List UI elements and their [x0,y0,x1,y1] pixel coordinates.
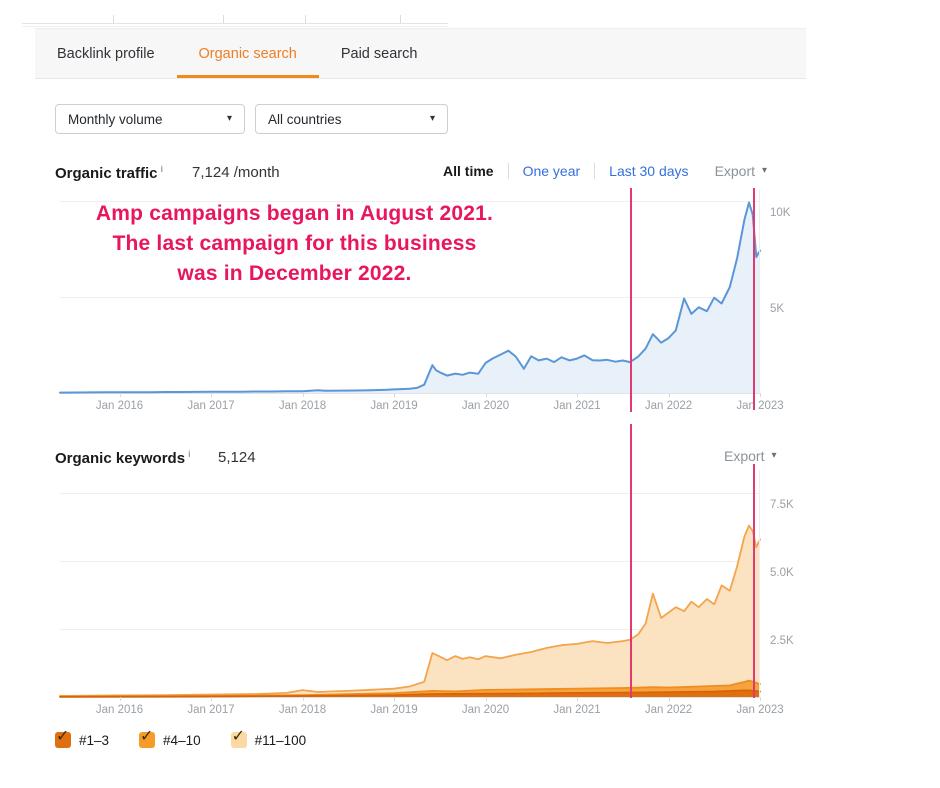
organic-keywords-chart[interactable]: 2.5K 5.0K 7.5K Jan 2016 Jan 2017 Jan 2018 Jan … [59,470,794,716]
time-range-selector: All time One year Last 30 days Export ▾ [443,163,767,179]
x-axis-tick [577,697,578,701]
monthly-volume-value: Monthly volume [68,111,163,127]
countries-dropdown[interactable]: All countries ▾ [255,104,448,134]
plot-right-border [759,470,760,697]
position-legend: ✓ #1–3 ✓ #4–10 ✓ #11–100 [55,728,307,748]
monthly-volume-dropdown[interactable]: Monthly volume ▾ [55,104,245,134]
y-axis-label: 5K [770,303,785,315]
x-axis-label: Jan 2016 [95,704,144,716]
x-axis-tick [668,393,670,397]
legend-item-11-100[interactable]: ✓ #11–100 [230,728,307,748]
gridline [60,200,760,202]
plot-right-border [759,190,760,393]
checkbox-checked-icon[interactable]: ✓ [55,728,71,748]
export-button[interactable]: Export ▾ [724,448,777,464]
x-axis-tick [394,697,395,701]
tab-paid-search[interactable]: Paid search [340,45,418,62]
keywords-export-row: Export ▾ [724,448,777,464]
gridline [60,493,760,495]
x-axis-label: Jan 2021 [553,704,601,716]
x-axis-label: Jan 2023 [736,400,784,412]
tab-bar: Backlink profile Organic search Paid sea… [35,28,806,79]
y-axis-label: 5.0K [770,567,794,580]
gridline [60,297,760,298]
chevron-down-icon: ▾ [762,165,768,176]
x-axis-tick [485,697,487,701]
x-axis-label: Jan 2018 [278,400,327,412]
x-axis-label: Jan 2022 [644,704,693,716]
x-axis-label: Jan 2019 [370,400,418,412]
x-axis-label: Jan 2022 [644,400,693,412]
x-axis-label: Jan 2020 [461,400,510,412]
legend-item-4-10[interactable]: ✓ #4–10 [139,728,201,748]
x-axis-tick [760,697,761,701]
gridline [60,561,760,563]
x-axis-tick [577,393,578,397]
divider [594,163,596,179]
x-axis-tick [394,393,395,397]
info-icon: i [188,449,191,459]
organic-keywords-title: Organic keywords i [55,449,191,467]
info-icon: i [160,164,164,174]
campaign-end-line [752,464,755,698]
x-axis-label: Jan 2017 [187,704,235,716]
x-axis-label: Jan 2018 [278,704,327,716]
chevron-down-icon: ▾ [429,113,435,124]
campaign-start-line [630,424,633,698]
x-axis-tick [119,393,121,397]
x-axis-label: Jan 2021 [553,400,601,412]
range-one-year[interactable]: One year [522,163,581,179]
campaign-annotation: Amp campaigns began in August 2021. The … [95,202,494,285]
range-all-time[interactable]: All time [443,163,494,179]
organic-traffic-chart[interactable]: 5K 10K Jan 2016 Jan 2017 Jan 2018 Jan 2019 Jan… [59,190,790,412]
export-button[interactable]: Export ▾ [714,163,768,179]
x-axis-label: Jan 2016 [95,400,144,412]
y-axis-label: 10K [770,206,791,219]
organic-keywords-value: 5,124 [218,449,256,466]
checkbox-checked-icon[interactable]: ✓ [139,728,156,748]
gridline [60,629,760,630]
x-axis-label: Jan 2020 [461,704,510,716]
campaign-end-line [752,188,755,410]
x-axis-tick [760,393,761,397]
x-axis-label: Jan 2019 [370,704,418,716]
divider [507,163,509,179]
range-last-30-days[interactable]: Last 30 days [609,163,689,179]
x-axis-label: Jan 2023 [736,704,784,716]
tab-organic-search[interactable]: Organic search [176,29,319,78]
x-axis-tick [485,393,487,397]
campaign-start-line [630,188,633,412]
countries-value: All countries [268,111,342,127]
x-axis-tick [211,697,212,701]
organic-traffic-title: Organic traffic i [55,164,164,182]
y-axis-label: 2.5K [770,635,794,647]
chevron-down-icon: ▾ [226,113,232,124]
y-axis-label: 7.5K [770,499,794,512]
x-axis-label: Jan 2017 [187,400,235,412]
legend-item-1-3[interactable]: ✓ #1–3 [55,728,110,748]
tab-backlink-profile[interactable]: Backlink profile [57,45,155,62]
x-axis-tick [668,697,670,701]
x-axis-tick [119,697,121,701]
checkbox-checked-icon[interactable]: ✓ [230,728,247,748]
x-axis-tick [302,697,304,701]
organic-traffic-value: 7,124 /month [192,164,280,181]
x-axis-tick [211,393,212,397]
chevron-down-icon: ▾ [771,450,777,461]
x-axis-tick [302,393,304,397]
